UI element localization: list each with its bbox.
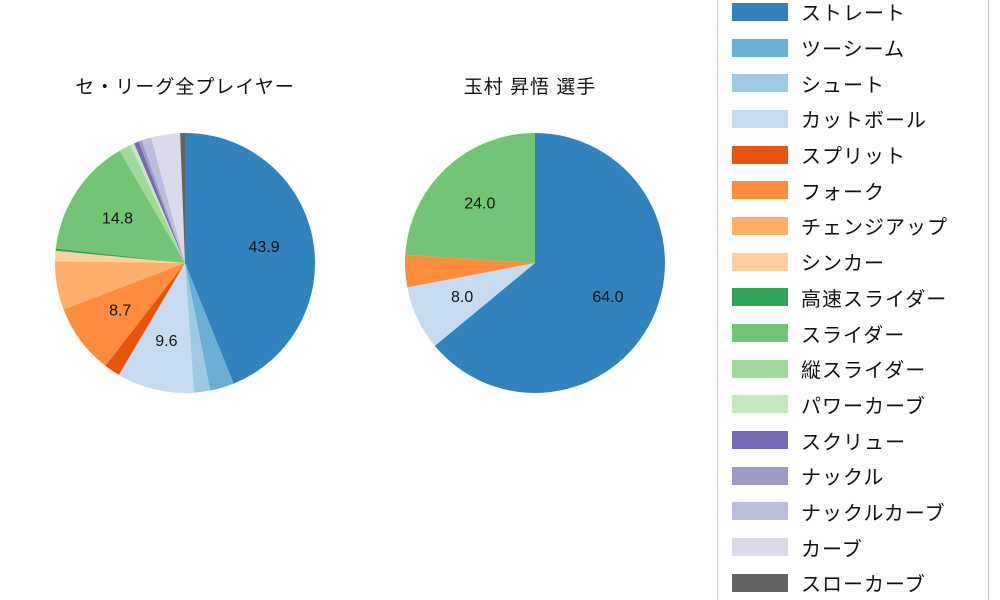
legend-item-label: シュート: [801, 74, 885, 97]
legend-color-swatch: [732, 109, 788, 128]
legend-item-label: ナックルカーブ: [801, 502, 946, 525]
legend-color-swatch: [732, 573, 788, 592]
legend-item: 高速スライダー: [732, 280, 988, 316]
pie-chart-league-all-players: 43.9 9.6 8.7 14.8: [54, 132, 316, 394]
legend-color-swatch: [732, 252, 788, 271]
pie-slice-カーブ: [151, 133, 185, 263]
legend-color-swatch: [732, 324, 788, 343]
legend-item: フォーク: [732, 172, 988, 208]
pie-slice-カットボール: [118, 263, 194, 394]
legend-color-swatch: [732, 216, 788, 235]
legend-item: シュート: [732, 65, 988, 101]
legend-item-label: ツーシーム: [801, 39, 905, 62]
legend-rows: ストレートツーシームシュートカットボール スプリットフォークチェンジアップ シンカー…: [732, 0, 988, 600]
pie-slice-チェンジアップ: [54, 261, 186, 310]
pie-slice-スライダー: [55, 150, 185, 263]
legend-item: ナックル: [732, 458, 988, 494]
pie-slice-ツーシーム: [185, 263, 234, 391]
pie-slice-カットボール: [407, 263, 535, 346]
legend-item-label: チェンジアップ: [801, 217, 948, 240]
legend-item: スライダー: [732, 315, 988, 351]
legend-item-label: ナックル: [801, 467, 885, 490]
pie-slice-ナックルカーブ: [141, 137, 185, 263]
pie-slice-ストレート: [185, 133, 316, 384]
legend-color-swatch: [732, 538, 788, 557]
legend-color-swatch: [732, 74, 788, 93]
chart-title-player-tamamura: 玉村 昇悟 選手: [463, 77, 597, 98]
pie-slice-ストレート: [434, 133, 665, 394]
legend-item-label: 高速スライダー: [801, 288, 948, 311]
legend-color-swatch: [732, 2, 788, 21]
legend-item-label: フォーク: [801, 181, 885, 204]
legend-item: スクリュー: [732, 422, 988, 458]
pie-slice-シンカー: [55, 250, 186, 263]
legend-item-label: カットボール: [801, 110, 927, 133]
legend-item-label: 縦スライダー: [801, 360, 927, 383]
legend-item-label: スライダー: [801, 324, 906, 347]
pie-slice-スプリット: [105, 263, 185, 375]
legend-item: スローカーブ: [732, 565, 988, 600]
legend-item: ツーシーム: [732, 30, 988, 66]
pie-slice-value-label: 14.8: [102, 211, 133, 228]
legend-color-swatch: [732, 395, 788, 414]
legend-color-swatch: [732, 431, 788, 450]
pie-slice-value-label: 8.0: [451, 289, 473, 306]
legend-item: カットボール: [732, 101, 988, 137]
pie-slice-縦スライダー: [119, 145, 185, 263]
legend-item: スプリット: [732, 137, 988, 173]
legend-item: ストレート: [732, 0, 988, 30]
pie-slice-高速スライダー: [55, 248, 185, 263]
legend-item: チェンジアップ: [732, 208, 988, 244]
legend-item-label: ストレート: [801, 3, 906, 26]
pie-slice-value-label: 43.9: [249, 239, 280, 256]
legend-color-swatch: [732, 288, 788, 307]
pie-slice-スライダー: [405, 133, 535, 263]
pie-slice-シュート: [185, 263, 211, 393]
pie-slice-value-label: 64.0: [592, 289, 623, 306]
legend-item: パワーカーブ: [732, 387, 988, 423]
legend-item: シンカー: [732, 244, 988, 280]
legend-item-label: パワーカーブ: [801, 395, 926, 418]
pie-slice-value-label: 24.0: [464, 196, 495, 213]
legend-item: 縦スライダー: [732, 351, 988, 387]
legend-item: ナックルカーブ: [732, 494, 988, 530]
legend-item-label: カーブ: [801, 538, 863, 561]
legend-color-swatch: [732, 502, 788, 521]
legend-color-swatch: [732, 181, 788, 200]
legend-item-label: スプリット: [801, 146, 906, 169]
pie-slice-value-label: 8.7: [109, 303, 131, 320]
legend-color-swatch: [732, 359, 788, 378]
pie-chart-player-tamamura: 64.0 8.0 24.0: [405, 133, 665, 394]
pie-slice-ナックル: [138, 140, 185, 263]
legend-item-label: スクリュー: [801, 431, 906, 454]
pie-slice-フォーク: [63, 263, 185, 366]
legend-item-label: スローカーブ: [801, 574, 926, 597]
legend-color-swatch: [732, 145, 788, 164]
pie-slice-パワーカーブ: [130, 143, 185, 263]
legend-color-swatch: [732, 38, 788, 57]
chart-title-league-all-players: セ・リーグ全プレイヤー: [75, 77, 295, 98]
legend-item: カーブ: [732, 529, 988, 565]
pie-slice-value-label: 9.6: [155, 333, 177, 350]
pie-slice-スローカーブ: [180, 132, 185, 263]
legend-item-label: シンカー: [801, 253, 885, 276]
pie-slice-フォーク: [405, 254, 535, 288]
pitch-type-legend: ストレートツーシームシュートカットボール スプリットフォークチェンジアップ シンカー…: [717, 0, 989, 600]
pie-slice-スクリュー: [134, 141, 185, 263]
legend-color-swatch: [732, 466, 788, 485]
